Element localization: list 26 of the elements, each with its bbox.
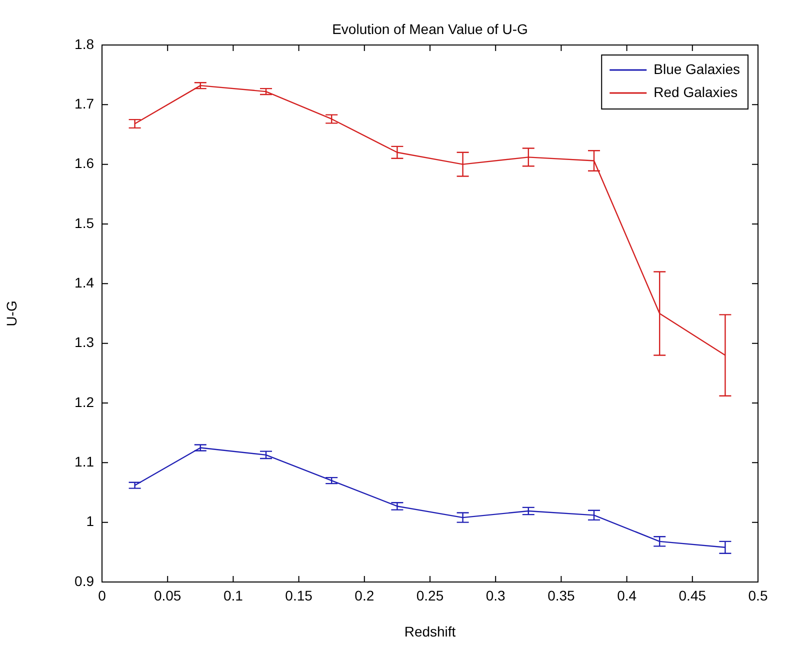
y-tick-label: 1.7 (74, 96, 94, 112)
chart-title: Evolution of Mean Value of U-G (332, 20, 528, 37)
y-tick-label: 1 (86, 513, 94, 530)
x-tick-label: 0.1 (223, 587, 244, 604)
y-tick-label: 1.4 (74, 274, 94, 291)
y-axis-title: U-G (3, 300, 20, 326)
x-tick-label: 0 (98, 587, 106, 604)
x-tick-label: 0.2 (354, 587, 374, 604)
x-tick-label: 0.35 (548, 587, 576, 604)
y-tick-label: 1.2 (74, 394, 94, 410)
y-tick-label: 1.3 (74, 334, 94, 350)
legend-label: Blue Galaxies (654, 60, 740, 77)
y-tick-label: 1.1 (74, 454, 94, 470)
y-tick-label: 1.8 (74, 36, 94, 52)
x-tick-label: 0.5 (748, 587, 768, 604)
x-tick-label: 0.45 (678, 587, 706, 604)
y-tick-label: 1.6 (74, 155, 94, 172)
x-tick-label: 0.3 (486, 587, 506, 604)
y-tick-label: 1.5 (74, 214, 94, 231)
x-tick-label: 0.25 (416, 587, 444, 604)
x-tick-label: 0.05 (154, 587, 182, 604)
legend-label: Red Galaxies (654, 84, 738, 100)
x-tick-label: 0.4 (617, 587, 637, 604)
x-tick-label: 0.15 (285, 587, 313, 604)
y-tick-label: 0.9 (74, 572, 94, 589)
x-axis-title: Redshift (404, 623, 456, 640)
